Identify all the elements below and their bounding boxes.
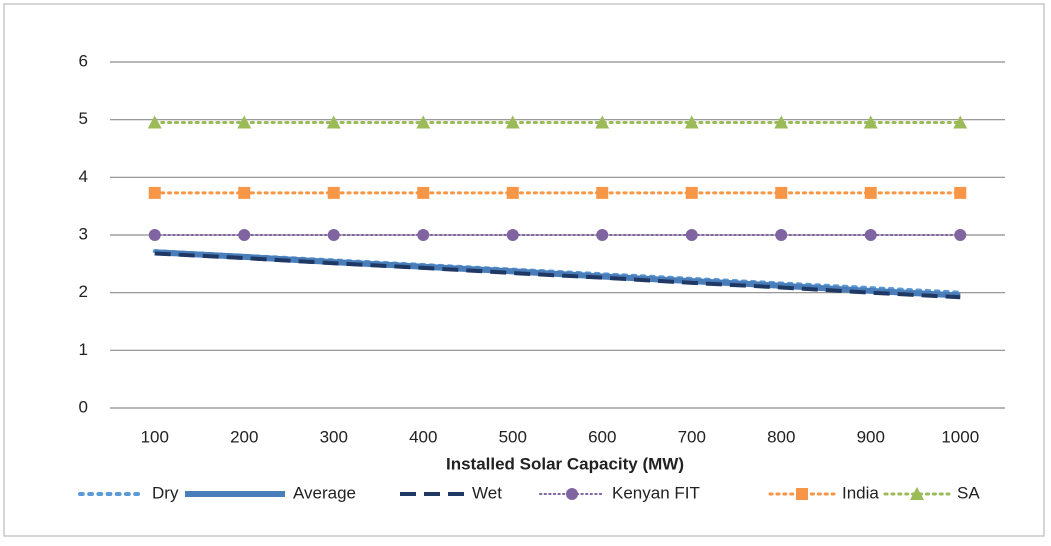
point-marker xyxy=(327,186,340,199)
x-tick-label: 100 xyxy=(141,427,169,446)
point-marker xyxy=(148,229,161,241)
legend-marker xyxy=(796,488,808,500)
point-marker xyxy=(595,115,610,129)
point-marker xyxy=(775,229,788,241)
y-tick-label: 5 xyxy=(79,109,88,128)
x-tick-label: 900 xyxy=(857,427,885,446)
point-marker xyxy=(775,186,788,199)
point-marker xyxy=(327,229,340,241)
point-marker xyxy=(953,115,968,129)
point-marker xyxy=(774,115,789,129)
x-tick-label: 800 xyxy=(767,427,795,446)
x-tick-label: 1000 xyxy=(941,427,979,446)
series-line xyxy=(154,251,961,300)
x-tick-label: 200 xyxy=(230,427,258,446)
point-marker xyxy=(417,186,430,199)
legend-label: Dry xyxy=(152,483,179,502)
legend-marker xyxy=(566,488,578,500)
point-marker xyxy=(237,115,252,129)
legend-label: Kenyan FIT xyxy=(612,483,700,502)
y-tick-label: 1 xyxy=(79,340,88,359)
point-marker xyxy=(506,229,519,241)
legend-label: SA xyxy=(957,483,980,502)
x-tick-label: 700 xyxy=(678,427,706,446)
point-marker xyxy=(416,115,431,129)
legend-marker xyxy=(910,487,924,500)
point-marker xyxy=(954,229,967,241)
point-marker xyxy=(685,229,698,241)
x-tick-label: 500 xyxy=(499,427,527,446)
point-marker xyxy=(238,186,251,199)
point-marker xyxy=(596,229,609,241)
point-marker xyxy=(864,186,877,199)
legend-label: Wet xyxy=(472,483,502,502)
y-tick-label: 6 xyxy=(79,51,88,70)
point-marker xyxy=(863,115,878,129)
point-marker xyxy=(864,229,877,241)
legend-label: Average xyxy=(293,483,356,502)
x-tick-label: 300 xyxy=(320,427,348,446)
point-marker xyxy=(147,115,162,129)
y-tick-label: 2 xyxy=(79,282,88,301)
x-tick-label: 600 xyxy=(588,427,616,446)
point-marker xyxy=(684,115,699,129)
point-marker xyxy=(506,186,519,199)
x-tick-label: 400 xyxy=(409,427,437,446)
x-axis-title: Installed Solar Capacity (MW) xyxy=(446,454,684,473)
point-marker xyxy=(326,115,341,129)
point-marker xyxy=(954,186,967,199)
point-marker xyxy=(417,229,430,241)
point-marker xyxy=(505,115,520,129)
point-marker xyxy=(596,186,609,199)
y-tick-label: 3 xyxy=(79,224,88,243)
y-tick-label: 4 xyxy=(79,167,88,186)
legend-label: India xyxy=(842,483,879,502)
point-marker xyxy=(148,186,161,199)
y-tick-label: 0 xyxy=(79,397,88,416)
point-marker xyxy=(685,186,698,199)
point-marker xyxy=(238,229,251,241)
